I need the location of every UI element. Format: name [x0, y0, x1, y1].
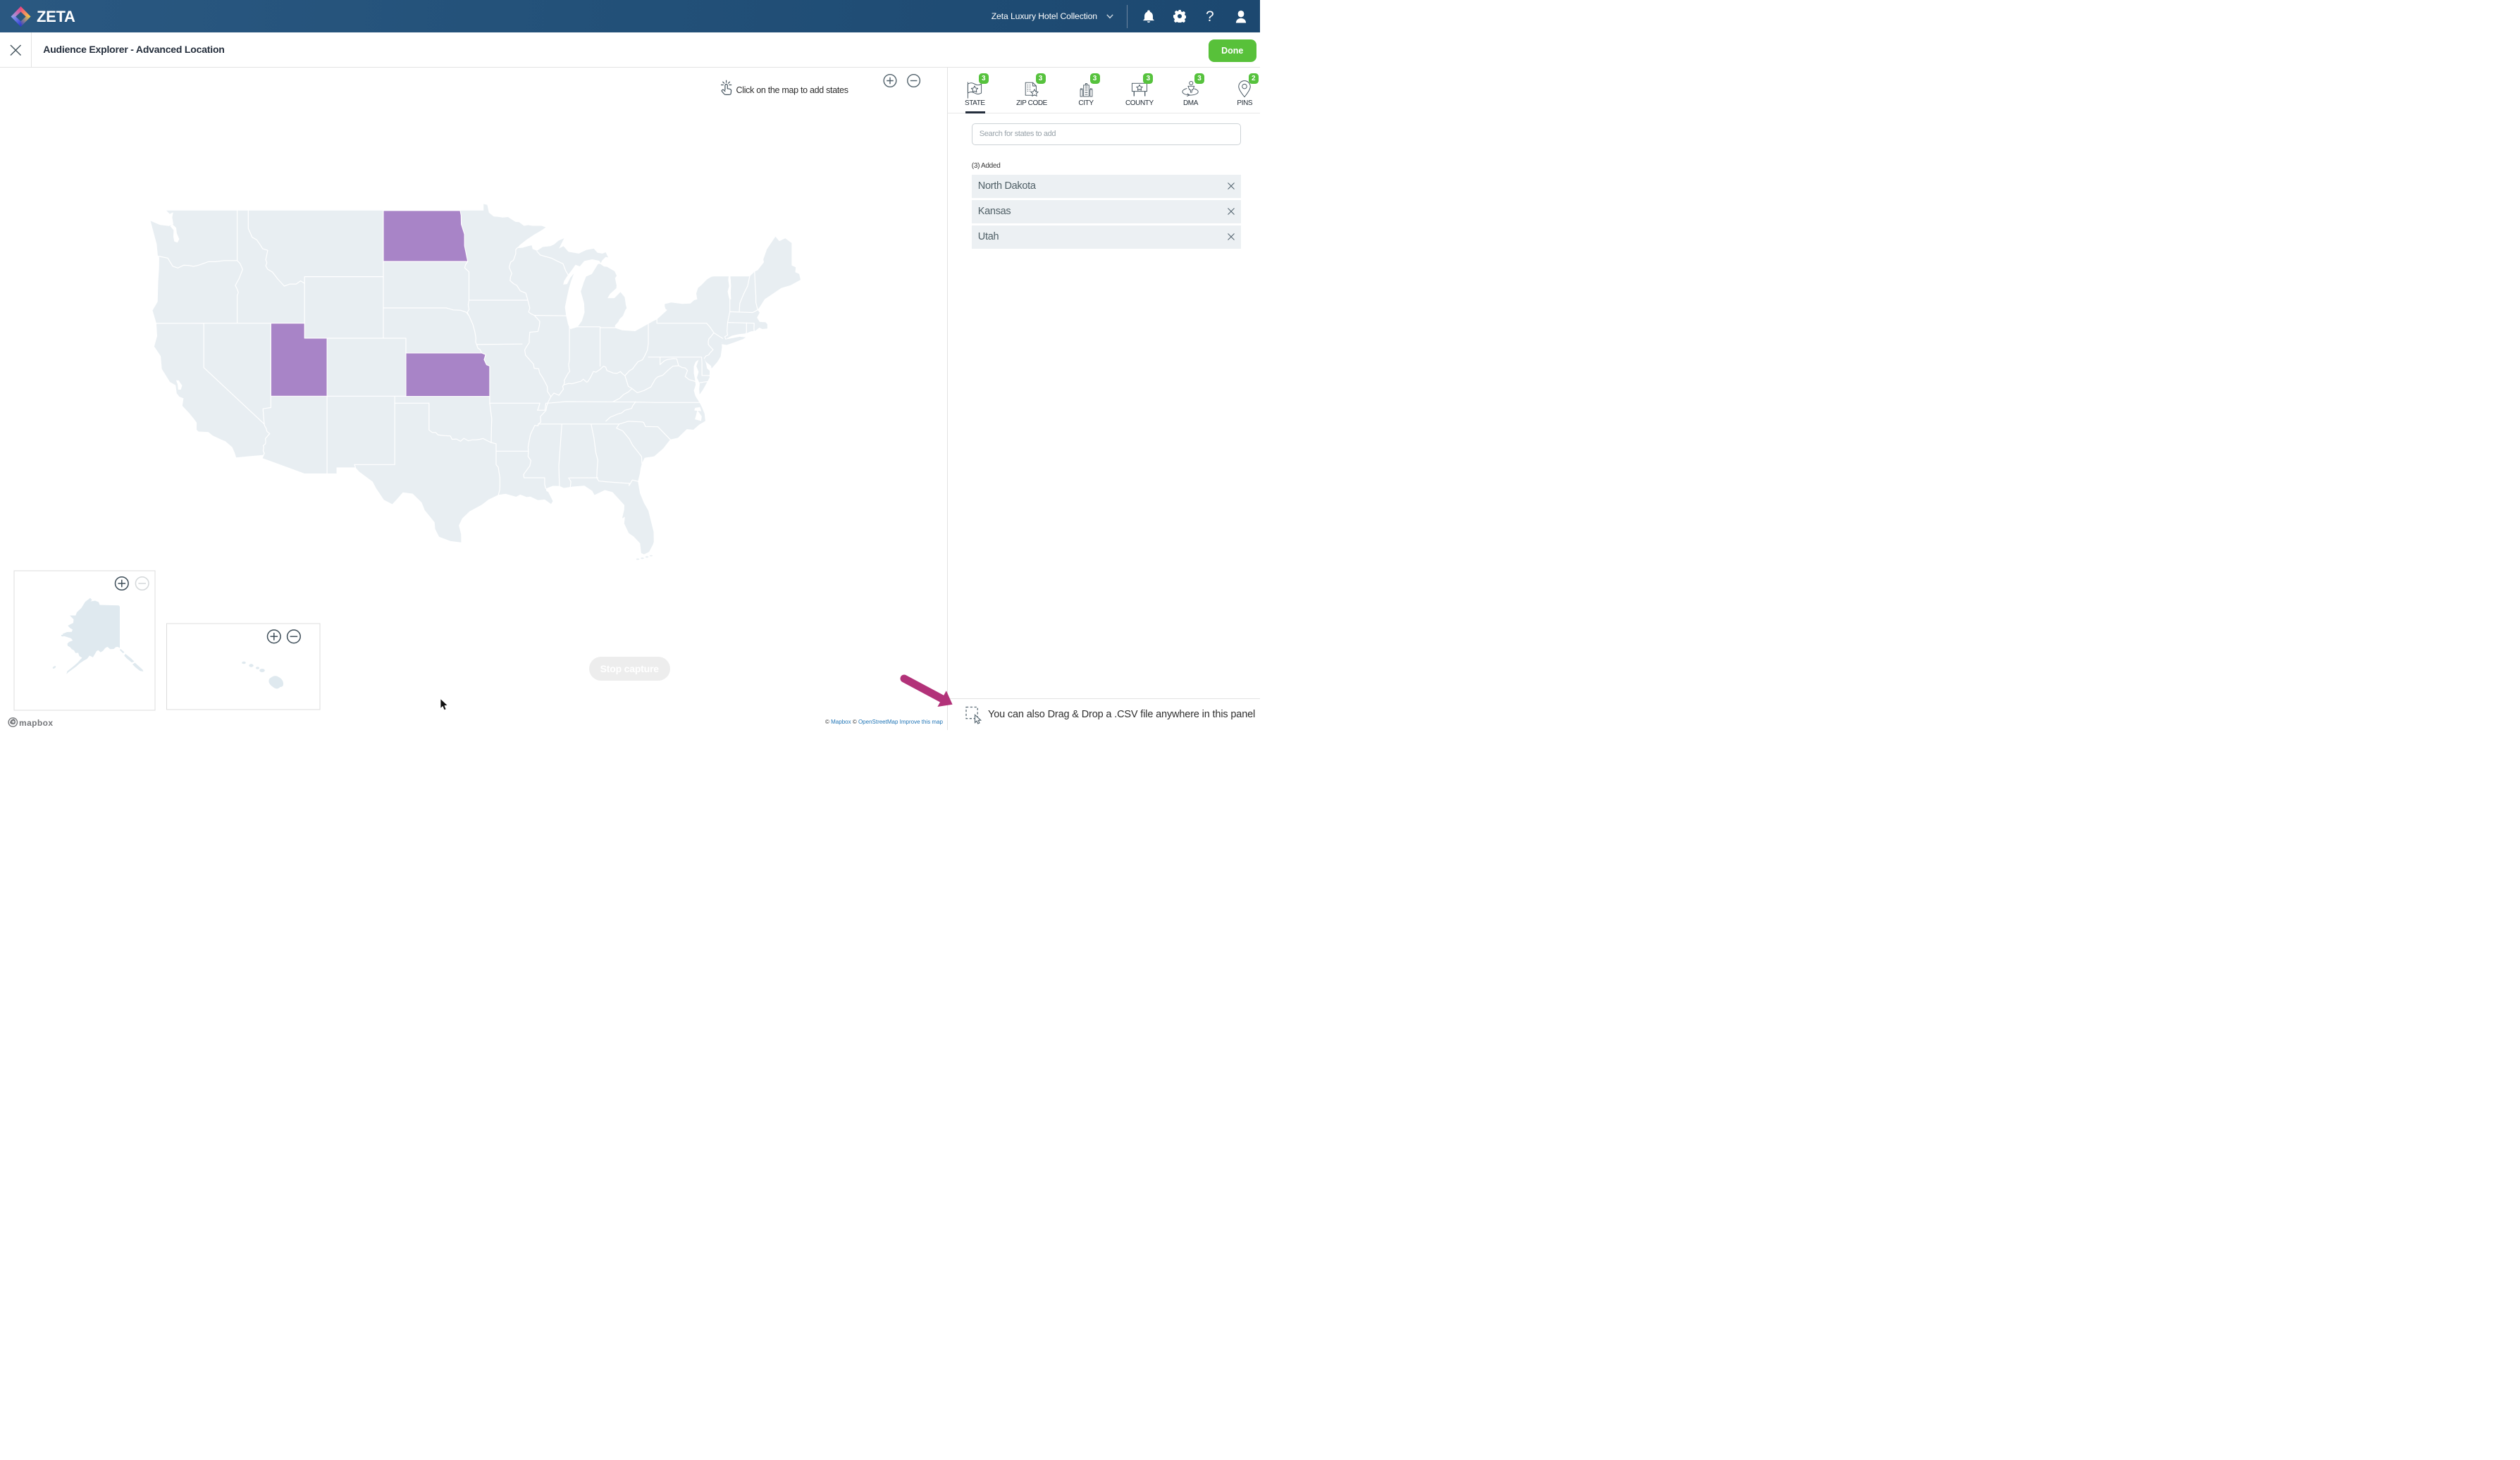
svg-text:mapbox: mapbox	[19, 718, 53, 728]
